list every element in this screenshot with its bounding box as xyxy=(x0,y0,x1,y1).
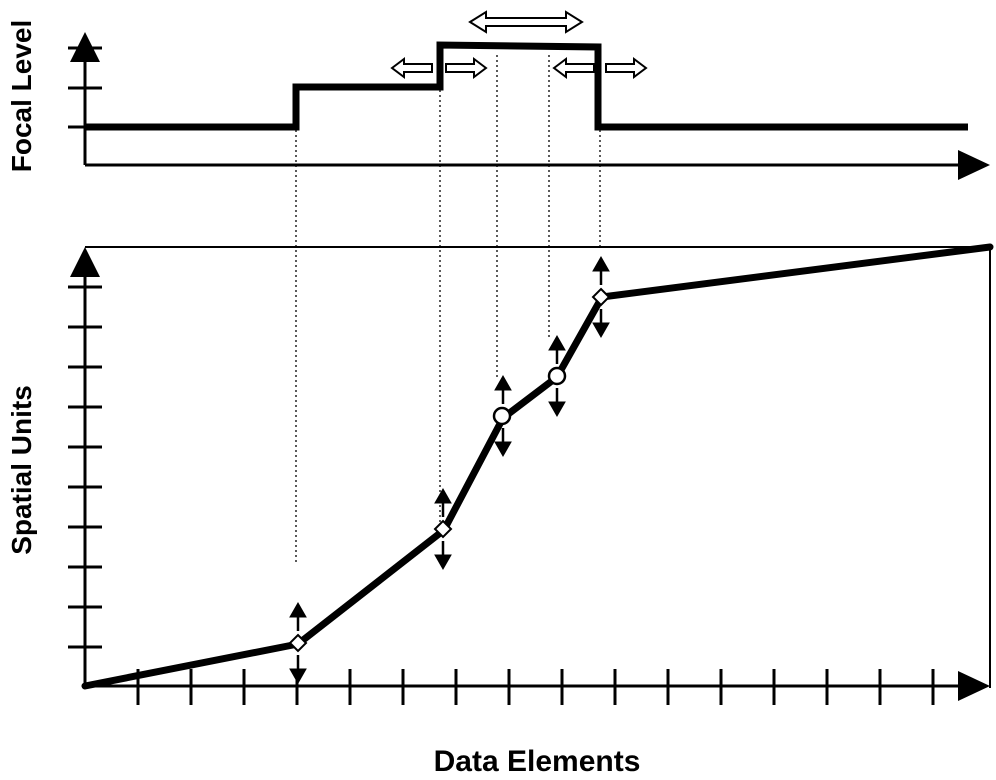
focal-x-arrowhead xyxy=(958,150,990,180)
circle-markers xyxy=(492,366,567,426)
spatial-units-label: Spatial Units xyxy=(6,385,37,555)
diamond-marker-2 xyxy=(433,519,453,539)
circle-marker-2 xyxy=(547,366,567,386)
spatial-y-ticks xyxy=(68,285,102,649)
spatial-y-arrowhead xyxy=(70,247,100,277)
right-arrow-icon-1 xyxy=(445,57,488,79)
left-arrow-icon-1 xyxy=(390,57,433,79)
spatial-x-ticks xyxy=(136,669,935,705)
updown-arrow-icon-3 xyxy=(494,374,512,458)
spatial-x-arrowhead xyxy=(958,671,990,701)
diamond-marker-3 xyxy=(591,287,611,307)
spatial-curve xyxy=(81,243,994,690)
double-arrow-icon xyxy=(468,10,584,34)
spatial-panel xyxy=(68,243,994,705)
diamond-marker-1 xyxy=(288,633,308,653)
circle-marker-1 xyxy=(492,406,512,426)
updown-arrow-icon-1 xyxy=(289,601,307,685)
right-arrow-icon-2 xyxy=(605,57,648,79)
focal-panel xyxy=(68,10,990,180)
focal-level-label: Focal Level xyxy=(6,19,37,173)
data-elements-label: Data Elements xyxy=(433,745,641,778)
diamond-markers xyxy=(288,287,611,653)
focal-step-line xyxy=(85,41,968,131)
updown-arrow-icon-5 xyxy=(592,255,610,339)
dotted-connectors xyxy=(295,55,601,565)
updown-arrows xyxy=(289,255,610,685)
updown-arrow-icon-2 xyxy=(434,487,452,571)
updown-arrow-icon-4 xyxy=(548,334,566,418)
left-arrow-icon-2 xyxy=(552,57,595,79)
